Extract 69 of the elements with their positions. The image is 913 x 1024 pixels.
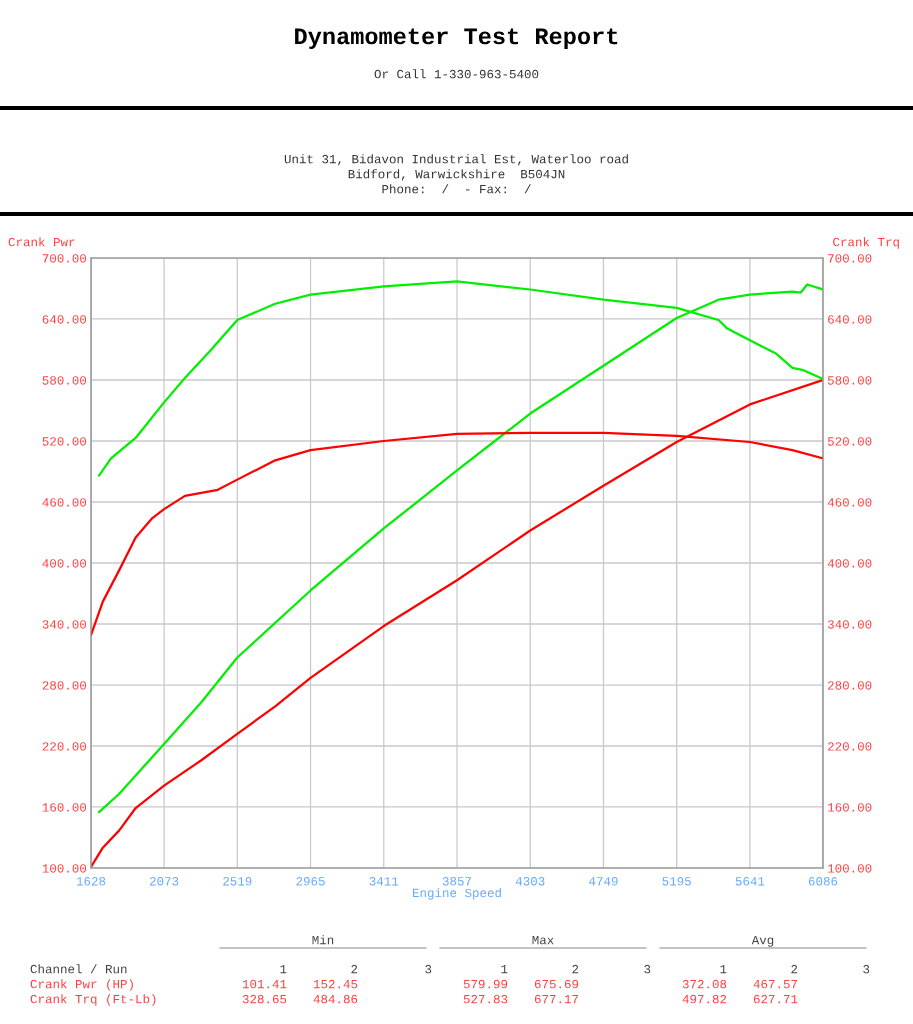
text: 675.69 xyxy=(534,979,579,989)
y2-tick-label: 100.00 xyxy=(828,864,872,873)
text: 484.86 xyxy=(313,994,358,1004)
y2-tick-label: 220.00 xyxy=(828,742,872,751)
y-tick-label: 400.00 xyxy=(42,559,87,568)
text: 627.71 xyxy=(753,994,798,1004)
text: 467.57 xyxy=(753,979,798,989)
y-tick-label: 580.00 xyxy=(42,376,87,385)
y-tick-label: 280.00 xyxy=(42,681,87,690)
y2-tick-label: 340.00 xyxy=(827,620,872,629)
text: 1 xyxy=(720,965,727,974)
y-tick-label: 700.00 xyxy=(42,254,87,263)
text: 677.17 xyxy=(534,994,579,1004)
text: 101.41 xyxy=(242,979,287,989)
text: 3 xyxy=(863,964,870,974)
text: Crank Pwr (HP) xyxy=(30,979,133,991)
y-tick-label: 160.00 xyxy=(42,803,87,812)
x-tick-label: 3411 xyxy=(369,877,399,886)
text: Unit 31, Bidavon Industrial Est, Waterloo road xyxy=(284,154,628,166)
text: 1 xyxy=(280,965,287,974)
x-tick-label: 3857 xyxy=(442,877,472,886)
text: 579.99 xyxy=(463,979,508,989)
x-tick-label: 4303 xyxy=(515,877,545,886)
y2-axis-title: Crank Trq xyxy=(833,237,899,249)
y-axis-title: Crank Pwr xyxy=(8,237,75,247)
text: Crank Trq (Ft-Lb) xyxy=(30,994,156,1006)
text: Avg xyxy=(751,936,774,947)
y-tick-label: 340.00 xyxy=(42,620,87,629)
y2-tick-label: 280.00 xyxy=(828,681,872,690)
y2-tick-label: 400.00 xyxy=(827,559,872,568)
y-tick-label: 100.00 xyxy=(42,864,87,873)
text: 3 xyxy=(425,964,432,974)
x-tick-label: 6086 xyxy=(808,877,838,886)
text: 3 xyxy=(644,964,651,974)
text: Min xyxy=(312,935,334,945)
y2-tick-label: 580.00 xyxy=(827,376,872,385)
x-axis-title: Engine Speed xyxy=(412,887,501,900)
x-tick-label: 5641 xyxy=(735,877,765,886)
text: 497.82 xyxy=(682,994,727,1004)
y2-tick-label: 520.00 xyxy=(827,437,872,446)
y2-tick-label: 160.00 xyxy=(828,803,872,812)
text: Bidford, Warwickshire B504JN xyxy=(348,169,565,181)
y2-tick-label: 640.00 xyxy=(828,315,872,324)
text: 152.45 xyxy=(313,979,358,989)
y-tick-label: 520.00 xyxy=(42,437,87,446)
line-series xyxy=(97,283,823,814)
y2-tick-label: 460.00 xyxy=(827,498,872,507)
x-tick-label: 2073 xyxy=(149,877,179,886)
x-tick-label: 5195 xyxy=(662,877,691,886)
x-tick-label: 2519 xyxy=(223,877,252,886)
text: 2 xyxy=(791,964,798,974)
text: 328.65 xyxy=(242,994,287,1004)
y-tick-label: 640.00 xyxy=(42,315,87,324)
text: Max xyxy=(532,936,554,945)
chart-title: Dynamometer Test Report xyxy=(295,28,618,49)
y-tick-label: 460.00 xyxy=(42,498,87,507)
chart-subtitle: Or Call 1-330-963-5400 xyxy=(374,69,539,79)
text: 2 xyxy=(351,964,358,974)
text: 2 xyxy=(572,964,579,974)
x-tick-label: 2965 xyxy=(296,877,325,886)
y-tick-label: 220.00 xyxy=(42,742,87,751)
text: Phone: / - Fax: / xyxy=(382,184,531,194)
x-tick-label: 1628 xyxy=(76,877,106,886)
text: 372.08 xyxy=(682,979,727,989)
text: Channel / Run xyxy=(30,964,127,974)
text: 527.83 xyxy=(463,994,508,1004)
text: 1 xyxy=(501,965,508,974)
x-tick-label: 4749 xyxy=(589,877,618,886)
y2-tick-label: 700.00 xyxy=(828,254,872,263)
